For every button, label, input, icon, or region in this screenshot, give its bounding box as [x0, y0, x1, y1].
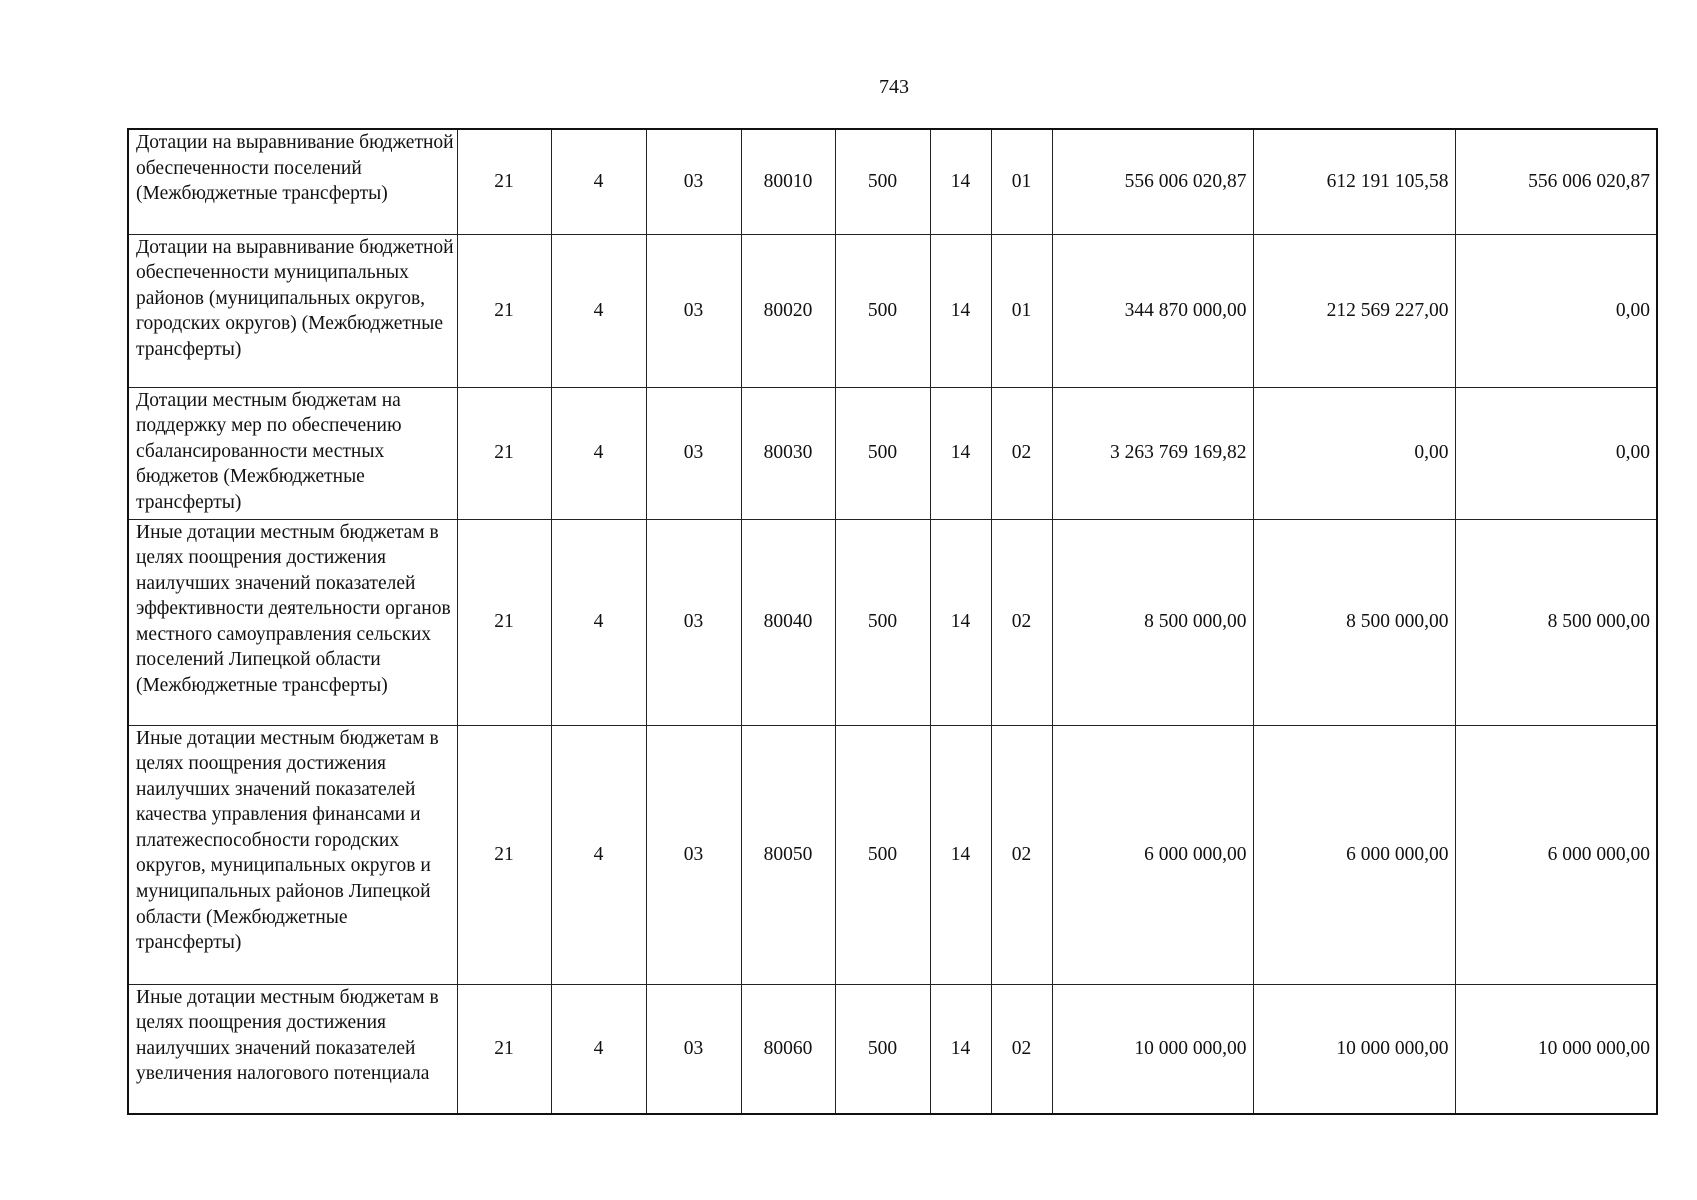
- code-cell: 03: [645, 983, 742, 1115]
- amount-cell: 344 870 000,00: [1051, 233, 1254, 388]
- row-name: Иные дотации местным бюджетам в целях по…: [127, 518, 458, 726]
- code-cell: 80060: [740, 983, 836, 1115]
- code-cell: 02: [990, 518, 1053, 726]
- code-cell: 14: [929, 386, 992, 520]
- row-name: Дотации местным бюджетам на поддержку ме…: [127, 386, 458, 520]
- row-name: Дотации на выравнивание бюджетной обеспе…: [127, 128, 458, 235]
- amount-cell: 6 000 000,00: [1252, 724, 1456, 985]
- amount-cell: 6 000 000,00: [1454, 724, 1658, 985]
- code-cell: 4: [550, 983, 647, 1115]
- code-cell: 21: [456, 724, 552, 985]
- amount-cell: 6 000 000,00: [1051, 724, 1254, 985]
- code-cell: 14: [929, 128, 992, 235]
- amount-cell: 0,00: [1454, 386, 1658, 520]
- page-number: 743: [879, 76, 909, 98]
- code-cell: 80040: [740, 518, 836, 726]
- code-cell: 500: [834, 233, 931, 388]
- code-cell: 03: [645, 233, 742, 388]
- row-name: Иные дотации местным бюджетам в целях по…: [127, 724, 458, 985]
- code-cell: 21: [456, 233, 552, 388]
- table-row: Дотации местным бюджетам на поддержку ме…: [127, 386, 1658, 520]
- table-row: Иные дотации местным бюджетам в целях по…: [127, 983, 1658, 1115]
- code-cell: 500: [834, 128, 931, 235]
- code-cell: 02: [990, 724, 1053, 985]
- amount-cell: 556 006 020,87: [1454, 128, 1658, 235]
- code-cell: 21: [456, 518, 552, 726]
- code-cell: 14: [929, 233, 992, 388]
- code-cell: 14: [929, 983, 992, 1115]
- code-cell: 03: [645, 128, 742, 235]
- amount-cell: 0,00: [1252, 386, 1456, 520]
- amount-cell: 0,00: [1454, 233, 1658, 388]
- code-cell: 14: [929, 724, 992, 985]
- table-row: Дотации на выравнивание бюджетной обеспе…: [127, 128, 1658, 235]
- code-cell: 4: [550, 518, 647, 726]
- code-cell: 80030: [740, 386, 836, 520]
- code-cell: 80050: [740, 724, 836, 985]
- amount-cell: 612 191 105,58: [1252, 128, 1456, 235]
- code-cell: 4: [550, 724, 647, 985]
- code-cell: 4: [550, 233, 647, 388]
- amount-cell: 10 000 000,00: [1051, 983, 1254, 1115]
- code-cell: 02: [990, 386, 1053, 520]
- amount-cell: 8 500 000,00: [1252, 518, 1456, 726]
- amount-cell: 10 000 000,00: [1252, 983, 1456, 1115]
- code-cell: 500: [834, 724, 931, 985]
- code-cell: 500: [834, 518, 931, 726]
- code-cell: 03: [645, 724, 742, 985]
- amount-cell: 10 000 000,00: [1454, 983, 1658, 1115]
- code-cell: 4: [550, 128, 647, 235]
- table-row: Иные дотации местным бюджетам в целях по…: [127, 518, 1658, 726]
- code-cell: 03: [645, 518, 742, 726]
- code-cell: 4: [550, 386, 647, 520]
- code-cell: 21: [456, 128, 552, 235]
- amount-cell: 556 006 020,87: [1051, 128, 1254, 235]
- row-name: Дотации на выравнивание бюджетной обеспе…: [127, 233, 458, 388]
- code-cell: 01: [990, 233, 1053, 388]
- code-cell: 500: [834, 386, 931, 520]
- code-cell: 80010: [740, 128, 836, 235]
- code-cell: 03: [645, 386, 742, 520]
- code-cell: 21: [456, 386, 552, 520]
- code-cell: 21: [456, 983, 552, 1115]
- code-cell: 02: [990, 983, 1053, 1115]
- budget-table: Дотации на выравнивание бюджетной обеспе…: [127, 128, 1658, 1115]
- amount-cell: 212 569 227,00: [1252, 233, 1456, 388]
- code-cell: 500: [834, 983, 931, 1115]
- amount-cell: 3 263 769 169,82: [1051, 386, 1254, 520]
- code-cell: 01: [990, 128, 1053, 235]
- amount-cell: 8 500 000,00: [1051, 518, 1254, 726]
- code-cell: 80020: [740, 233, 836, 388]
- table-row: Дотации на выравнивание бюджетной обеспе…: [127, 233, 1658, 388]
- amount-cell: 8 500 000,00: [1454, 518, 1658, 726]
- table-row: Иные дотации местным бюджетам в целях по…: [127, 724, 1658, 985]
- row-name: Иные дотации местным бюджетам в целях по…: [127, 983, 458, 1115]
- code-cell: 14: [929, 518, 992, 726]
